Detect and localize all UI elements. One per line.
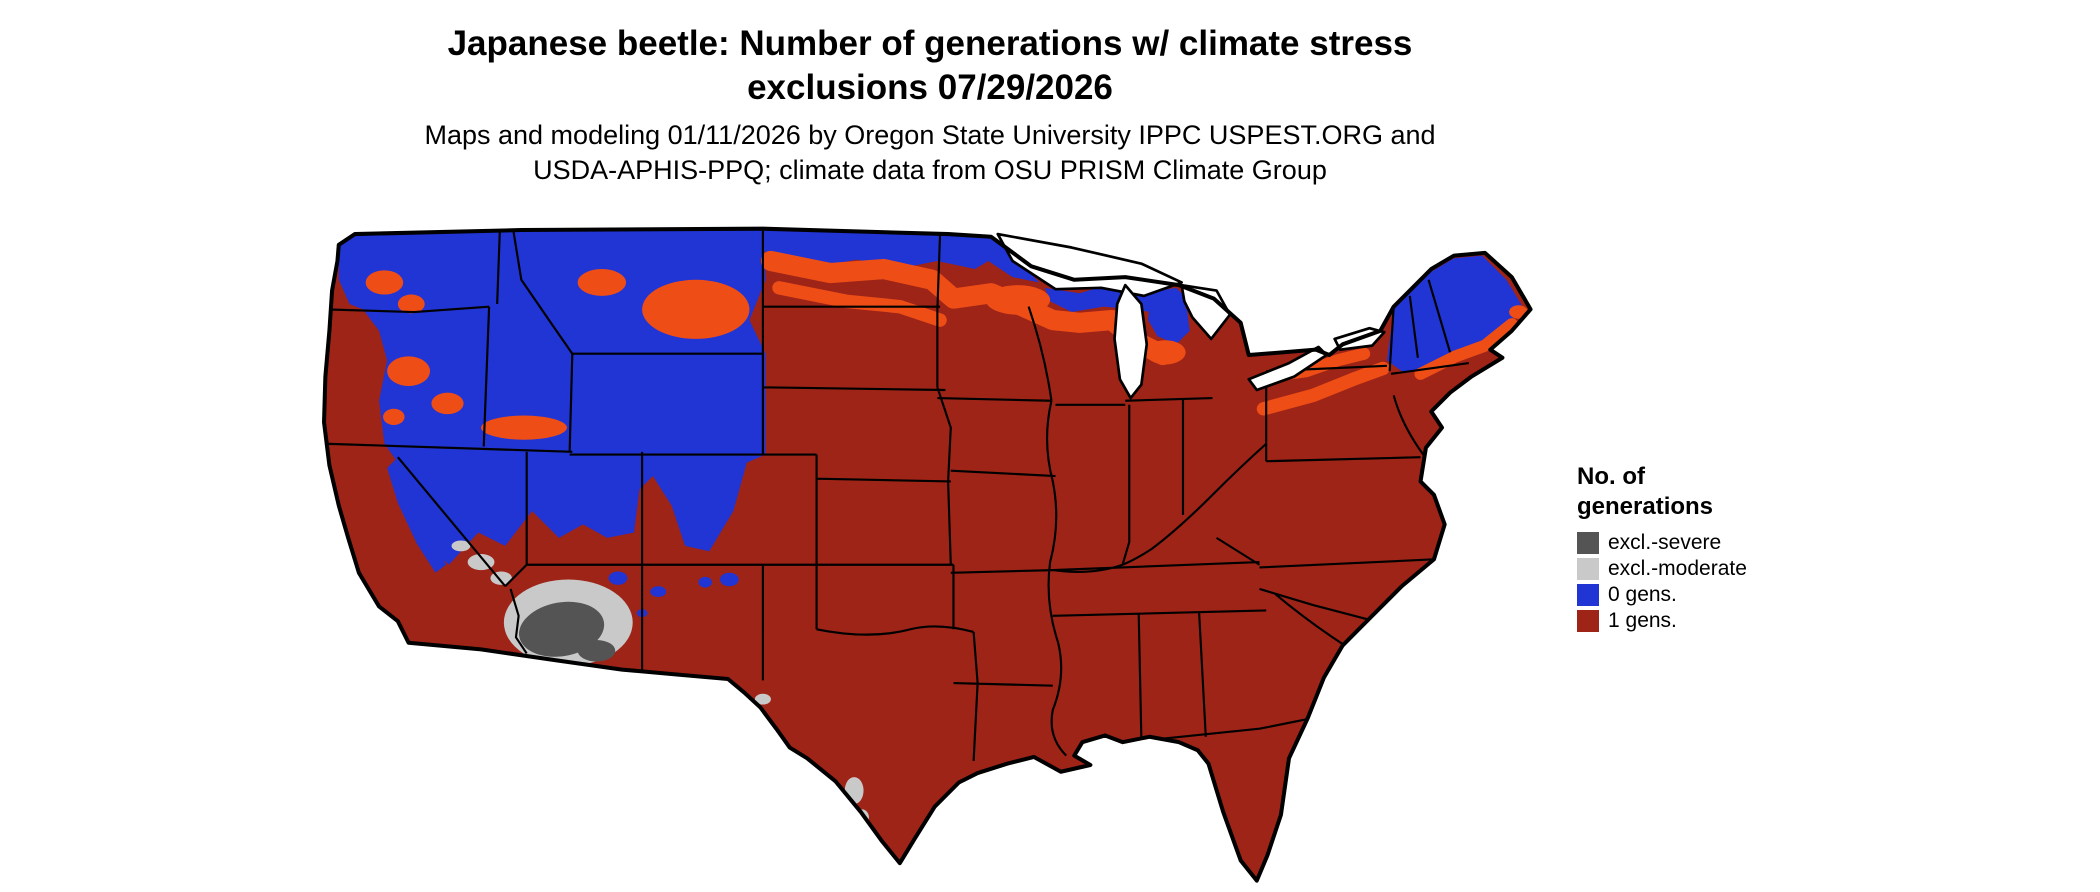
gray-moderate-texas-1 — [754, 693, 771, 705]
gray-moderate-nevada-3 — [451, 540, 471, 552]
orange-band-dakotas-south — [772, 281, 947, 327]
legend-title-line2: generations — [1577, 493, 1714, 520]
orange-patch-or-1 — [387, 356, 431, 386]
orange-patch-or-2 — [431, 392, 464, 415]
legend-item-0-gens: 0 gens. — [1577, 584, 1817, 606]
legend-title: No. of generations — [1577, 462, 1817, 522]
map-subtitle-line2: USDA-APHIS-PPQ; climate data from OSU PR… — [533, 155, 1327, 185]
blue-region-sierra — [387, 457, 447, 573]
legend-item-excl-moderate: excl.-moderate — [1577, 558, 1817, 580]
legend-title-line1: No. of — [1577, 463, 1645, 490]
blue-patch-nm-west — [698, 576, 712, 588]
map-subtitle: Maps and modeling 01/11/2026 by Oregon S… — [0, 118, 1860, 188]
legend-swatch-1-gens — [1577, 610, 1599, 632]
legend-label-excl-moderate: excl.-moderate — [1608, 557, 1747, 580]
orange-patch-montana — [642, 279, 750, 339]
orange-band-new-england-coast — [1414, 318, 1518, 380]
us-map — [320, 226, 1544, 886]
legend-swatch-excl-moderate — [1577, 558, 1599, 580]
us-outline — [322, 226, 1533, 883]
blue-region-north-michigan — [1148, 298, 1190, 345]
legend-swatch-0-gens — [1577, 584, 1599, 606]
orange-band-pennsylvania — [1256, 361, 1390, 416]
state-borders — [324, 228, 1469, 762]
legend-item-excl-severe: excl.-severe — [1577, 532, 1817, 554]
legend: No. of generations excl.-severe excl.-mo… — [1577, 462, 1817, 632]
us-map-svg — [322, 226, 1533, 883]
orange-patch-wa-2 — [397, 294, 425, 314]
blue-patch-mogollon — [608, 571, 628, 585]
map-region-excl-severe — [519, 601, 616, 662]
gray-severe-arizona-east — [577, 640, 616, 662]
blue-patch-nm-north — [719, 572, 739, 587]
gray-severe-arizona-core — [519, 601, 605, 657]
map-title-line1: Japanese beetle: Number of generations w… — [447, 24, 1413, 63]
lake-huron — [1180, 283, 1232, 341]
legend-label-1-gens: 1 gens. — [1608, 609, 1677, 632]
legend-label-excl-severe: excl.-severe — [1608, 531, 1722, 554]
legend-label-0-gens: 0 gens. — [1608, 583, 1677, 606]
blue-patch-az-nm — [650, 586, 667, 597]
orange-patch-snake-plain — [481, 415, 567, 440]
orange-patch-or-3 — [383, 408, 405, 425]
orange-patch-montana-west — [577, 269, 626, 296]
gray-moderate-texas-2 — [844, 777, 864, 805]
legend-swatch-excl-severe — [1577, 532, 1599, 554]
legend-items: excl.-severe excl.-moderate 0 gens. 1 ge… — [1577, 532, 1817, 632]
blue-region-northern-plains — [762, 228, 1040, 283]
map-title-line2: exclusions 07/29/2026 — [747, 68, 1113, 107]
orange-patch-wa-1 — [365, 270, 404, 295]
map-subtitle-line1: Maps and modeling 01/11/2026 by Oregon S… — [424, 120, 1436, 150]
legend-item-1-gens: 1 gens. — [1577, 610, 1817, 632]
lake-michigan — [1113, 283, 1149, 400]
map-title: Japanese beetle: Number of generations w… — [0, 22, 1860, 110]
blue-region-northeast — [1386, 255, 1523, 372]
